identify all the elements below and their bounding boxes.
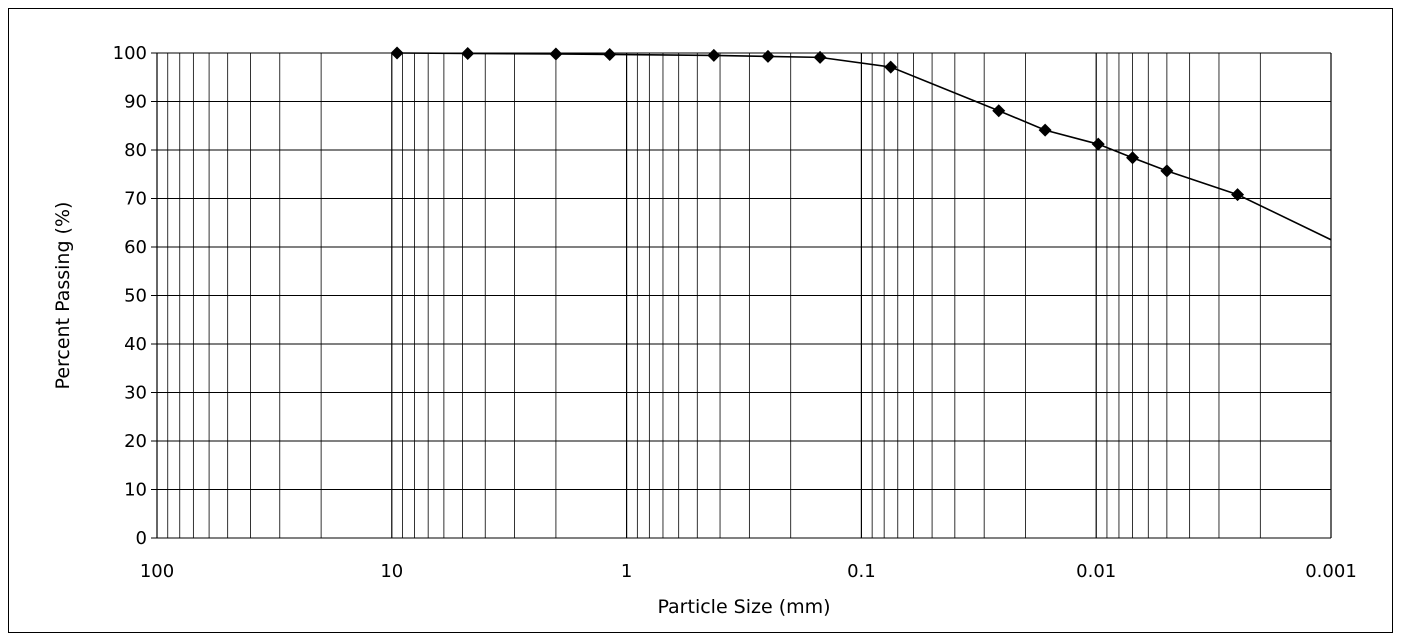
y-tick-label: 50	[124, 286, 147, 307]
series-layer	[390, 46, 1332, 241]
data-point	[390, 46, 404, 60]
data-point	[707, 48, 721, 62]
data-point	[1038, 123, 1052, 137]
data-point	[1160, 164, 1174, 178]
data-point	[1231, 188, 1245, 202]
data-point	[761, 49, 775, 63]
x-tick-label: 0.001	[1305, 561, 1357, 582]
data-point	[1091, 137, 1105, 151]
y-tick-label: 20	[124, 431, 147, 452]
y-axis-title: Percent Passing (%)	[52, 202, 74, 390]
x-tick-label: 0.01	[1076, 561, 1116, 582]
chart-frame	[8, 8, 1393, 633]
y-tick-label: 40	[124, 334, 147, 355]
x-tick-label: 1	[621, 561, 632, 582]
data-point	[813, 50, 827, 64]
x-tick-label: 100	[140, 561, 174, 582]
series-line	[397, 52, 1332, 241]
y-tick-label: 80	[124, 140, 147, 161]
grid-lines	[151, 52, 1332, 539]
y-tick-label: 100	[113, 43, 147, 64]
y-tick-label: 0	[136, 528, 147, 549]
x-tick-label: 0.1	[847, 561, 876, 582]
tick-labels: 0 10 20 30 40 50 60 70 80 90 100 100 10 1 0.1 0.01 0.001	[113, 43, 1357, 582]
data-point	[461, 46, 475, 60]
data-point	[884, 60, 898, 74]
data-point	[1126, 151, 1140, 165]
y-tick-label: 70	[124, 189, 147, 210]
x-axis-title: Particle Size (mm)	[657, 596, 830, 618]
y-tick-label: 30	[124, 383, 147, 404]
x-tick-label: 10	[380, 561, 403, 582]
y-tick-label: 90	[124, 92, 147, 113]
data-point	[603, 47, 617, 61]
y-tick-label: 10	[124, 480, 147, 501]
data-point	[992, 104, 1006, 118]
y-tick-label: 60	[124, 237, 147, 258]
data-point	[549, 47, 563, 61]
